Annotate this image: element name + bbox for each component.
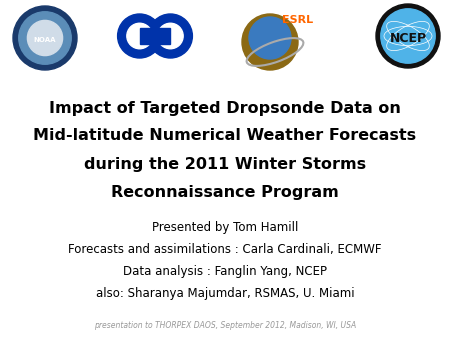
- Circle shape: [13, 6, 77, 70]
- Circle shape: [249, 17, 291, 59]
- Text: NOAA: NOAA: [34, 37, 56, 43]
- Text: Impact of Targeted Dropsonde Data on: Impact of Targeted Dropsonde Data on: [49, 100, 401, 116]
- Text: Forecasts and assimilations : Carla Cardinali, ECMWF: Forecasts and assimilations : Carla Card…: [68, 243, 382, 257]
- Circle shape: [158, 23, 183, 49]
- Text: Reconnaissance Program: Reconnaissance Program: [111, 185, 339, 199]
- Circle shape: [376, 4, 440, 68]
- Text: during the 2011 Winter Storms: during the 2011 Winter Storms: [84, 156, 366, 171]
- Circle shape: [27, 20, 63, 55]
- Circle shape: [148, 14, 193, 58]
- Text: Data analysis : Fanglin Yang, NCEP: Data analysis : Fanglin Yang, NCEP: [123, 266, 327, 279]
- Text: Mid-latitude Numerical Weather Forecasts: Mid-latitude Numerical Weather Forecasts: [33, 128, 417, 144]
- Text: NCEP: NCEP: [389, 31, 427, 45]
- Circle shape: [242, 14, 298, 70]
- Circle shape: [19, 12, 71, 64]
- Circle shape: [127, 23, 153, 49]
- Text: also: Sharanya Majumdar, RSMAS, U. Miami: also: Sharanya Majumdar, RSMAS, U. Miami: [96, 288, 354, 300]
- Text: Presented by Tom Hamill: Presented by Tom Hamill: [152, 221, 298, 235]
- Circle shape: [117, 14, 162, 58]
- Text: presentation to THORPEX DAOS, September 2012, Madison, WI, USA: presentation to THORPEX DAOS, September …: [94, 321, 356, 331]
- Text: ESRL: ESRL: [283, 15, 314, 25]
- Bar: [140, 28, 171, 44]
- Circle shape: [381, 9, 435, 63]
